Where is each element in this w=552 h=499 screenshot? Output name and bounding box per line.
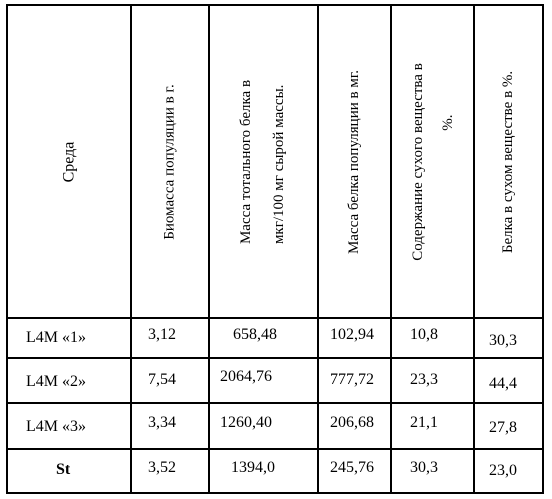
table-border-right	[542, 4, 544, 494]
header-protein-dry: Белка в сухом веществе в %.	[475, 6, 542, 317]
row-3-dry: 21,1	[410, 414, 438, 432]
header-protein-total-line1: Масса тотального белка в	[231, 79, 264, 243]
header-protein-total: Масса тотального белка в мкг/100 мг сыро…	[210, 6, 317, 317]
row-3-protein-pop: 206,68	[330, 414, 374, 432]
row-4-biomass: 3,52	[148, 459, 176, 477]
header-env: Среда	[8, 6, 130, 317]
header-bottom-line	[6, 317, 544, 319]
header-protein-pop-label: Масса белка популяции в мг.	[342, 69, 368, 253]
data-table: Среда Биомасса популяции в г. Масса тота…	[6, 4, 544, 494]
header-dry-line2: %.	[433, 63, 463, 261]
row-1-protein-pop: 102,94	[330, 326, 374, 344]
row-1-protein-dry: 30,3	[489, 332, 517, 350]
row-2-protein-pop: 777,72	[330, 371, 374, 389]
header-protein-total-label: Масса тотального белка в мкг/100 мг сыро…	[231, 79, 297, 243]
row-4-protein-dry: 23,0	[489, 462, 517, 480]
row-1-env: L4M «1»	[26, 329, 86, 347]
row-3-biomass: 3,34	[148, 414, 176, 432]
row-2-biomass: 7,54	[148, 371, 176, 389]
table-border-bottom	[6, 492, 544, 494]
header-protein-pop: Масса белка популяции в мг.	[319, 6, 390, 317]
header-protein-dry-label: Белка в сухом веществе в %.	[496, 70, 522, 252]
row-1-protein-total: 658,48	[233, 326, 277, 344]
row-2-protein-dry: 44,4	[489, 375, 517, 393]
row-4-dry: 30,3	[410, 459, 438, 477]
header-biomass-label: Биомасса популяции в г.	[157, 84, 183, 239]
header-dry-line1: Содержание сухого вещества в	[403, 63, 433, 261]
header-dry-label: Содержание сухого вещества в %.	[403, 63, 463, 261]
row-3-env: L4M «3»	[26, 418, 86, 436]
row-3-protein-dry: 27,8	[489, 419, 517, 437]
row-2-env: L4M «2»	[26, 373, 86, 391]
header-biomass: Биомасса популяции в г.	[132, 6, 208, 317]
row-4-protein-pop: 245,76	[330, 459, 374, 477]
row-2-protein-total: 2064,76	[220, 368, 272, 386]
header-dry: Содержание сухого вещества в %.	[392, 6, 473, 317]
header-protein-total-line2: мкг/100 мг сырой массы.	[264, 79, 297, 243]
row-4-protein-total: 1394,0	[231, 459, 275, 477]
row-3-protein-total: 1260,40	[220, 414, 272, 432]
row-1-biomass: 3,12	[148, 326, 176, 344]
row-4-env: St	[56, 461, 70, 479]
row-line-1	[6, 357, 544, 359]
header-env-label: Среда	[56, 141, 82, 182]
row-line-2	[6, 402, 544, 404]
row-2-dry: 23,3	[410, 371, 438, 389]
row-line-3	[6, 448, 544, 450]
row-1-dry: 10,8	[410, 326, 438, 344]
